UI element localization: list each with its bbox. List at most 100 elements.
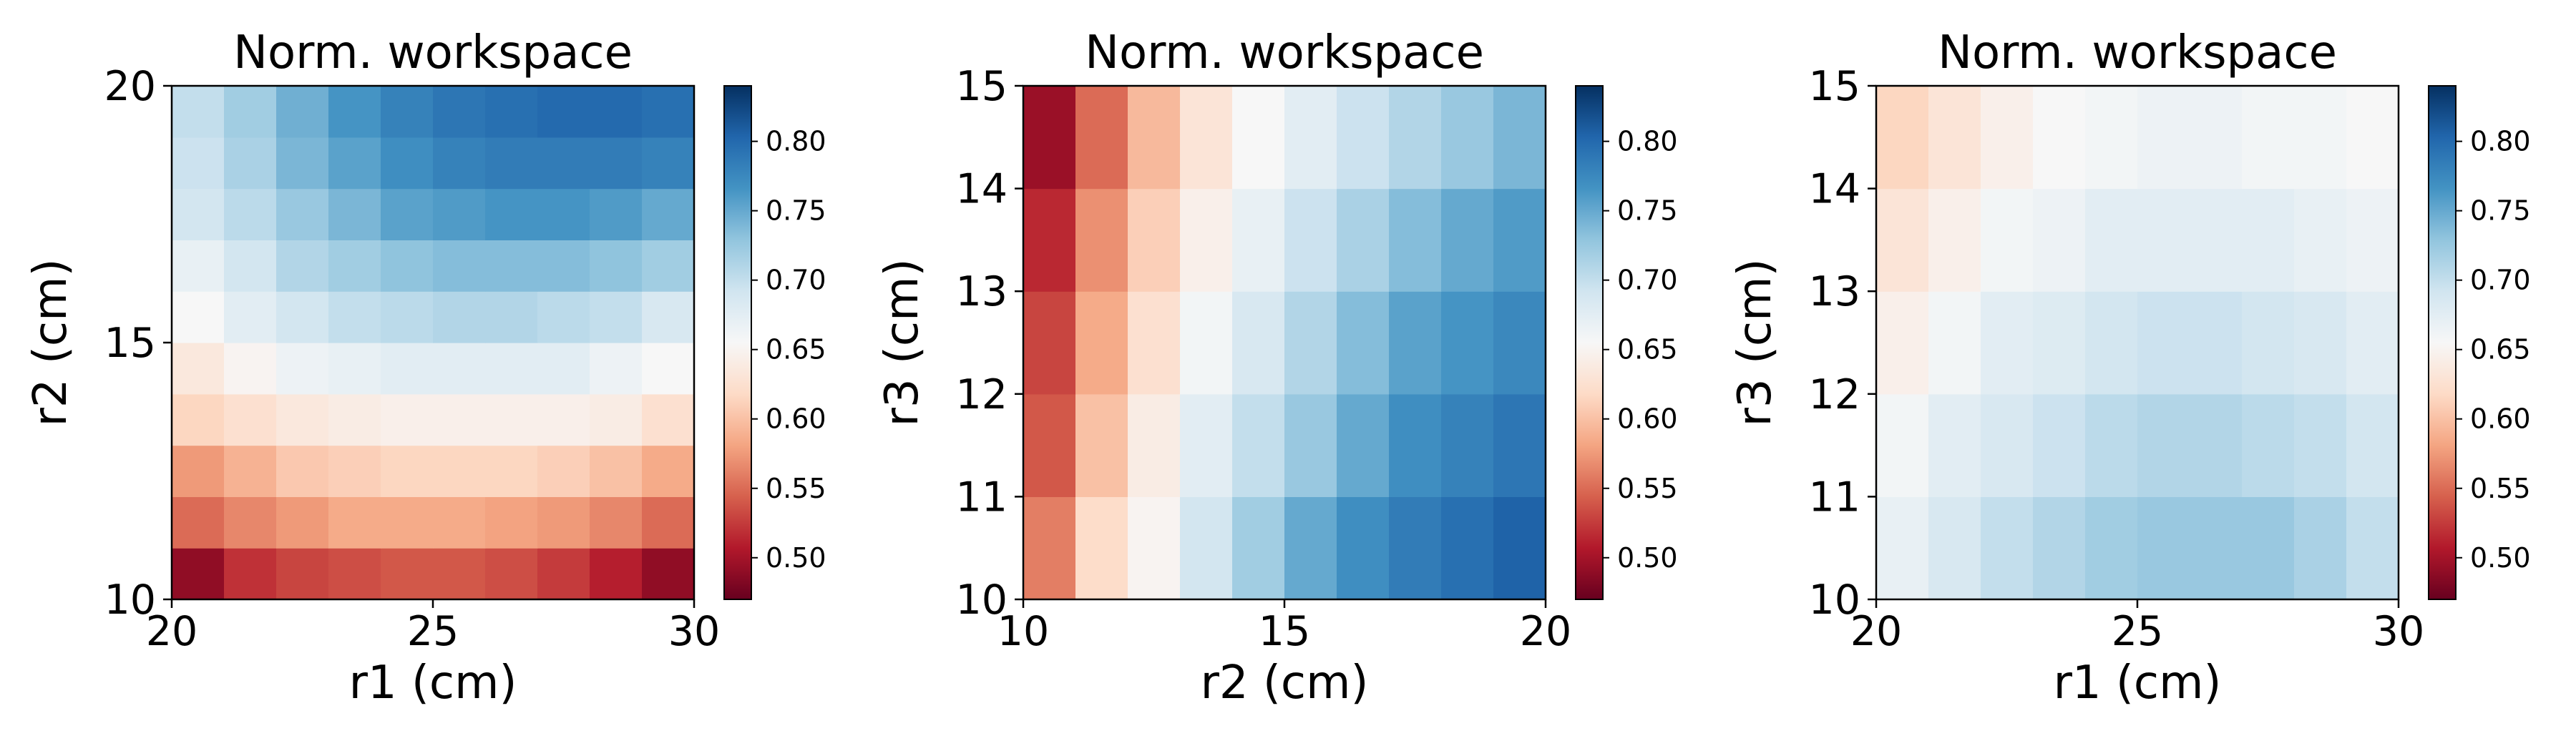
heatmap-cell xyxy=(2294,393,2347,497)
x-tick-label: 20 xyxy=(1850,608,1903,655)
heatmap-cell xyxy=(2033,496,2086,600)
heatmap-cell xyxy=(1337,393,1390,497)
heatmap-cell xyxy=(1389,291,1442,395)
heatmap-cell xyxy=(1128,86,1181,190)
heatmap-cell xyxy=(328,445,381,497)
heatmap-cell xyxy=(381,137,434,190)
heatmap-cell xyxy=(642,343,695,395)
heatmap-cell xyxy=(276,445,329,497)
heatmap-cell xyxy=(1075,291,1128,395)
y-tick-label: 11 xyxy=(1808,473,1860,521)
heatmap-cell xyxy=(642,548,695,600)
heatmap-cell xyxy=(433,343,486,395)
heatmap-cell xyxy=(537,393,590,446)
heatmap-cell xyxy=(1389,496,1442,600)
heatmap-cell xyxy=(1232,291,1285,395)
y-axis-label: r3 (cm) xyxy=(1729,259,1782,427)
heatmap-cell xyxy=(1876,291,1929,395)
heatmap-cell xyxy=(433,240,486,292)
y-axis-label: r3 (cm) xyxy=(876,259,929,427)
heatmap-cell xyxy=(381,86,434,138)
heatmap-cell xyxy=(537,548,590,600)
heatmap-cell xyxy=(2033,86,2086,190)
heatmap-cell xyxy=(485,548,538,600)
colorbar-tick-label: 0.75 xyxy=(1617,195,1678,227)
heatmap-cell xyxy=(590,240,643,292)
y-tick-label: 15 xyxy=(955,63,1008,110)
heatmap-cell xyxy=(1981,393,2034,497)
heatmap-cell xyxy=(276,137,329,190)
heatmap-cell xyxy=(1180,393,1233,497)
heatmap-panel-2: 10 15 20 10 11 12 13 14 15 Norm. workspace r2 (cm)… xyxy=(876,26,1678,710)
colorbar-tick-label: 0.50 xyxy=(1617,542,1678,574)
x-tick-label: 20 xyxy=(1520,608,1572,655)
heatmap-cell xyxy=(1232,496,1285,600)
heatmap-panel-3: 20 25 30 10 11 12 13 14 15 Norm. workspace r1 (cm)… xyxy=(1729,26,2531,710)
heatmap-cell xyxy=(2190,393,2243,497)
heatmap-cell xyxy=(1232,188,1285,292)
x-tick-label: 15 xyxy=(1259,608,1311,655)
heatmap-cell xyxy=(1928,86,1981,190)
y-axis-label: r2 (cm) xyxy=(24,259,77,427)
heatmap-cell xyxy=(1075,86,1128,190)
heatmap-cell xyxy=(433,137,486,190)
heatmap-cell xyxy=(2033,393,2086,497)
x-tick-label: 25 xyxy=(2112,608,2164,655)
heatmap-cell xyxy=(1337,291,1390,395)
heatmap-cell xyxy=(381,188,434,240)
heatmap-cell xyxy=(2242,496,2295,600)
heatmap-cell xyxy=(1876,188,1929,292)
heatmap-cell xyxy=(1232,86,1285,190)
heatmap-cell xyxy=(2190,188,2243,292)
heatmap-cell xyxy=(1180,86,1233,190)
colorbar-tick-label: 0.70 xyxy=(1617,265,1678,296)
heatmap-cell xyxy=(433,188,486,240)
heatmap-cell xyxy=(2294,496,2347,600)
heatmap-cell xyxy=(1981,496,2034,600)
y-tick-label: 11 xyxy=(955,473,1008,521)
heatmap-cell xyxy=(224,137,277,190)
heatmap-cell xyxy=(1441,291,1494,395)
heatmap-cell xyxy=(590,393,643,446)
heatmap-cell xyxy=(485,240,538,292)
heatmap-cell xyxy=(1128,291,1181,395)
colorbar-frame xyxy=(2428,85,2457,600)
y-tick-label: 10 xyxy=(104,576,156,624)
heatmap-cell xyxy=(276,291,329,343)
heatmap-cell xyxy=(276,343,329,395)
heatmap-cell xyxy=(642,188,695,240)
heatmap-cell xyxy=(1284,291,1337,395)
heatmap-cell xyxy=(590,86,643,138)
colorbar: 0.50 0.55 0.60 0.65 0.70 0.75 0.80 xyxy=(1575,85,1678,600)
heatmap-cell xyxy=(1232,393,1285,497)
heatmap-cell xyxy=(590,343,643,395)
heatmap-cell xyxy=(172,496,225,549)
heatmap-cell xyxy=(537,496,590,549)
heatmap-cell xyxy=(1876,496,1929,600)
heatmap-cell xyxy=(590,548,643,600)
colorbar-tick-label: 0.60 xyxy=(2470,403,2531,435)
heatmap-cell xyxy=(328,291,381,343)
y-tick-label: 14 xyxy=(1808,166,1860,213)
chart-title: Norm. workspace xyxy=(1938,26,2337,79)
heatmap-cell xyxy=(2137,393,2190,497)
heatmap-cell xyxy=(381,240,434,292)
heatmap-cell xyxy=(642,496,695,549)
colorbar-tick-label: 0.55 xyxy=(766,473,826,504)
heatmap-cell xyxy=(590,496,643,549)
heatmap-cell xyxy=(485,137,538,190)
heatmap-cell xyxy=(1981,86,2034,190)
heatmap-cell xyxy=(433,445,486,497)
heatmap-cell xyxy=(537,291,590,343)
heatmap-cell xyxy=(2085,393,2138,497)
heatmap-cell xyxy=(2190,496,2243,600)
heatmap-cell xyxy=(537,188,590,240)
colorbar-tick-label: 0.80 xyxy=(766,126,826,157)
heatmap-cell xyxy=(1441,86,1494,190)
heatmap-cell xyxy=(485,343,538,395)
heatmap-cell xyxy=(1180,496,1233,600)
heatmap-cell xyxy=(1441,188,1494,292)
heatmap-cell xyxy=(2137,188,2190,292)
heatmap-cell xyxy=(537,137,590,190)
colorbar: 0.50 0.55 0.60 0.65 0.70 0.75 0.80 xyxy=(2428,85,2531,600)
